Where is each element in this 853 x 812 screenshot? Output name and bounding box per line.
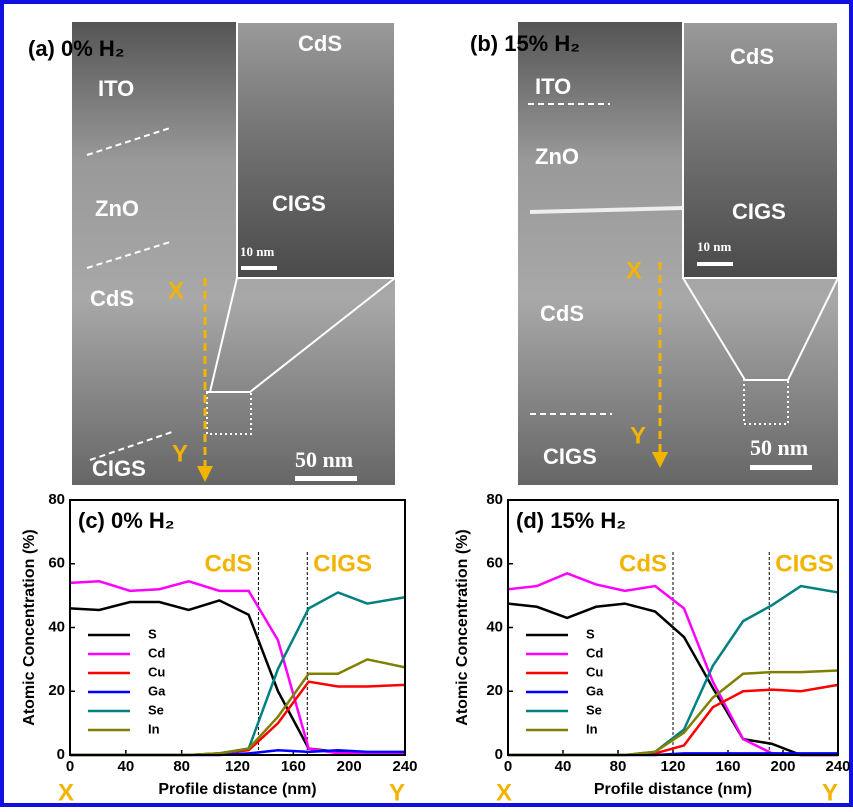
- layer-label: ITO: [535, 74, 571, 99]
- y-tick-label: 20: [486, 682, 503, 699]
- scale-label: 10 nm: [240, 244, 274, 259]
- y-tick-label: 80: [486, 491, 503, 508]
- legend-label: Ga: [148, 683, 166, 698]
- x-axis-label: Profile distance (nm): [158, 781, 316, 798]
- inset-label: CdS: [730, 44, 774, 69]
- x-tick-label: 40: [555, 758, 572, 775]
- chart-title: (d) 15% H₂: [516, 508, 626, 533]
- y-tick-label: 40: [48, 618, 65, 635]
- x-tick-label: 160: [715, 758, 740, 775]
- y-axis-label: Atomic Concentration (%): [454, 529, 471, 725]
- legend-label: S: [148, 626, 157, 641]
- y-tick-label: 20: [48, 682, 65, 699]
- endpoint: Y: [389, 779, 405, 806]
- layer-label: CIGS: [543, 444, 597, 469]
- x-tick-label: 0: [504, 758, 512, 775]
- marker: X: [168, 277, 184, 304]
- legend-label: Se: [586, 702, 602, 717]
- legend-label: Cu: [148, 664, 165, 679]
- legend-label: Ga: [586, 683, 604, 698]
- endpoint: X: [58, 779, 74, 806]
- x-tick-label: 80: [173, 758, 190, 775]
- figure: (a) 0% H₂ ITO ZnO CdS CIGS CdS CIGS 10 n…: [0, 0, 853, 807]
- chart-title: (c) 0% H₂: [78, 508, 175, 533]
- x-tick-label: 240: [392, 758, 417, 775]
- scale-label: 10 nm: [697, 239, 731, 254]
- scale-label: 50 nm: [295, 447, 353, 472]
- inset-label: CIGS: [732, 199, 786, 224]
- tem-a: (a) 0% H₂ ITO ZnO CdS CIGS CdS CIGS 10 n…: [22, 22, 395, 485]
- y-tick-label: 0: [57, 746, 65, 763]
- tem-b: (b) 15% H₂ ITO ZnO CdS CIGS CdS CIGS 10 …: [470, 22, 838, 485]
- endpoint: Y: [822, 779, 838, 806]
- y-tick-label: 60: [48, 555, 65, 572]
- marker: Y: [172, 440, 188, 467]
- legend-label: In: [586, 721, 598, 736]
- layer-label: ZnO: [95, 196, 139, 221]
- y-tick-label: 60: [486, 555, 503, 572]
- y-axis-label: Atomic Concentration (%): [21, 529, 38, 725]
- panel-label: (a) 0% H₂: [28, 36, 125, 61]
- marker: Y: [630, 422, 646, 449]
- inset-label: CIGS: [272, 191, 326, 216]
- panel-label: (b) 15% H₂: [470, 31, 580, 56]
- annotation: CIGS: [775, 550, 834, 577]
- x-tick-label: 120: [225, 758, 250, 775]
- annotation: CIGS: [313, 550, 372, 577]
- series-line: [70, 581, 405, 753]
- y-tick-label: 80: [48, 491, 65, 508]
- scale-label: 50 nm: [750, 435, 808, 460]
- x-tick-label: 200: [770, 758, 795, 775]
- x-tick-label: 160: [281, 758, 306, 775]
- legend-label: Se: [148, 702, 164, 717]
- endpoint: X: [496, 779, 512, 806]
- x-tick-label: 80: [610, 758, 627, 775]
- annotation: CdS: [619, 550, 667, 577]
- plot-frame: [70, 500, 405, 755]
- x-tick-label: 40: [117, 758, 134, 775]
- legend-label: Cu: [586, 664, 603, 679]
- marker: X: [626, 257, 642, 284]
- layer-label: CIGS: [92, 456, 146, 481]
- x-axis-label: Profile distance (nm): [594, 781, 752, 798]
- annotation: CdS: [204, 550, 252, 577]
- legend-label: S: [586, 626, 595, 641]
- layer-label: ITO: [98, 76, 134, 101]
- y-tick-label: 0: [495, 746, 503, 763]
- x-tick-label: 240: [825, 758, 850, 775]
- x-tick-label: 0: [66, 758, 74, 775]
- x-tick-label: 200: [337, 758, 362, 775]
- x-tick-label: 120: [660, 758, 685, 775]
- layer-label: CdS: [90, 286, 134, 311]
- layer-label: ZnO: [535, 144, 579, 169]
- layer-label: CdS: [540, 301, 584, 326]
- inset: [237, 22, 395, 278]
- inset-label: CdS: [298, 31, 342, 56]
- legend-label: Cd: [148, 645, 165, 660]
- legend-label: In: [148, 721, 160, 736]
- y-tick-label: 40: [486, 618, 503, 635]
- legend-label: Cd: [586, 645, 603, 660]
